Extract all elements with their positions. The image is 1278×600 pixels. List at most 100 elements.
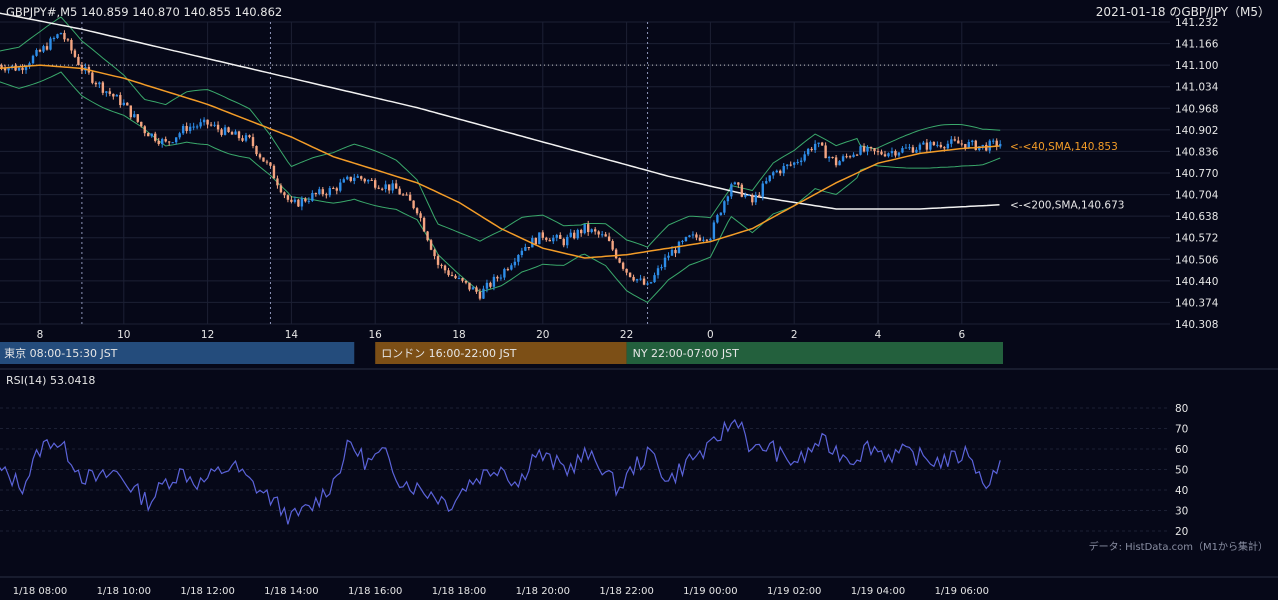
bear-candle xyxy=(925,142,929,150)
bear-candle xyxy=(932,142,936,146)
bear-candle xyxy=(541,232,544,238)
bear-candle xyxy=(227,127,230,133)
bear-candle xyxy=(834,157,838,166)
bear-candle xyxy=(255,146,258,155)
bear-candle xyxy=(611,240,614,250)
bull-candle xyxy=(806,148,810,155)
bear-candle xyxy=(248,135,251,138)
bear-candle xyxy=(349,176,352,181)
bear-candle xyxy=(220,129,223,135)
bear-candle xyxy=(401,194,405,196)
bear-candle xyxy=(283,192,286,196)
price-tick-label: 140.638 xyxy=(1175,211,1218,223)
bear-candle xyxy=(157,140,160,145)
bull-candle xyxy=(723,201,726,213)
time-tick-label: 1/19 04:00 xyxy=(851,586,905,597)
sma40-label: <-<40,SMA,140.853 xyxy=(1010,141,1118,153)
bear-candle xyxy=(377,187,380,189)
bull-candle xyxy=(367,179,370,182)
bull-candle xyxy=(590,229,593,233)
bear-candle xyxy=(429,240,433,250)
bear-candle xyxy=(422,217,426,232)
bear-candle xyxy=(335,188,338,191)
bull-candle xyxy=(356,176,359,178)
bear-candle xyxy=(63,32,66,40)
bull-candle xyxy=(552,237,555,242)
bear-candle xyxy=(374,180,377,188)
bear-candle xyxy=(695,234,698,238)
bull-candle xyxy=(817,142,820,144)
price-tick-label: 140.770 xyxy=(1175,168,1218,180)
bear-candle xyxy=(405,194,408,196)
bull-candle xyxy=(660,267,663,269)
bear-candle xyxy=(632,276,635,281)
bull-candle xyxy=(520,250,524,256)
bear-candle xyxy=(325,194,328,196)
bear-candle xyxy=(70,39,73,51)
bear-candle xyxy=(642,278,646,285)
bear-candle xyxy=(112,93,115,97)
bull-candle xyxy=(897,152,901,156)
bear-candle xyxy=(304,198,307,202)
price-gridlines xyxy=(0,21,1170,325)
bull-candle xyxy=(827,156,831,159)
bear-candle xyxy=(758,194,761,197)
bull-candle xyxy=(569,232,572,237)
bull-candle xyxy=(31,55,35,64)
rsi-tick-label: 30 xyxy=(1175,506,1188,518)
bear-candle xyxy=(370,179,373,181)
bull-candle xyxy=(150,133,153,137)
bear-candle xyxy=(0,65,3,69)
bear-candle xyxy=(262,157,265,162)
bear-candle xyxy=(332,188,335,190)
bear-candle xyxy=(604,234,607,237)
bull-candle xyxy=(684,236,688,242)
data-source-note: データ: HistData.com（M1から集計） xyxy=(1089,540,1268,553)
bull-candle xyxy=(656,268,660,276)
bear-candle xyxy=(597,231,600,235)
hour-tick-label: 14 xyxy=(285,329,299,341)
bull-candle xyxy=(866,146,869,152)
bear-candle xyxy=(548,239,551,242)
hour-tick-label: 2 xyxy=(791,329,798,341)
hour-tick-label: 4 xyxy=(875,329,882,341)
bear-candle xyxy=(380,188,384,190)
bear-candle xyxy=(154,133,157,141)
bear-candle xyxy=(321,189,325,195)
bull-candle xyxy=(716,215,719,223)
bull-candle xyxy=(971,140,974,143)
bull-candle xyxy=(841,156,845,162)
bear-candle xyxy=(862,146,866,152)
bull-candle xyxy=(28,63,31,67)
bear-candle xyxy=(628,272,632,277)
bear-candle xyxy=(394,183,398,189)
bollinger-upper-band xyxy=(0,16,1001,248)
time-tick-label: 1/19 00:00 xyxy=(683,586,737,597)
bull-candle xyxy=(52,37,56,39)
bear-candle xyxy=(251,137,255,147)
bear-candle xyxy=(258,154,262,158)
bear-candle xyxy=(751,195,754,203)
rsi-tick-label: 40 xyxy=(1175,485,1188,497)
bear-candle xyxy=(824,145,827,159)
bear-candle xyxy=(129,105,132,118)
bull-candle xyxy=(234,131,237,135)
bull-candle xyxy=(772,172,775,176)
bull-candle xyxy=(42,46,45,52)
session-label-london: ロンドン 16:00-22:00 JST xyxy=(381,347,517,360)
bear-candle xyxy=(447,270,450,276)
bear-candle xyxy=(985,144,988,151)
bull-candle xyxy=(513,261,517,266)
bull-candle xyxy=(328,188,332,196)
bear-candle xyxy=(241,138,244,141)
bear-candle xyxy=(454,275,457,279)
bear-candle xyxy=(269,162,272,166)
time-tick-label: 1/18 16:00 xyxy=(348,586,402,597)
bear-candle xyxy=(140,121,143,127)
bull-candle xyxy=(775,170,778,173)
bear-candle xyxy=(880,151,883,155)
bear-candle xyxy=(957,140,960,144)
bear-candle xyxy=(614,249,618,259)
bull-candle xyxy=(115,95,119,97)
